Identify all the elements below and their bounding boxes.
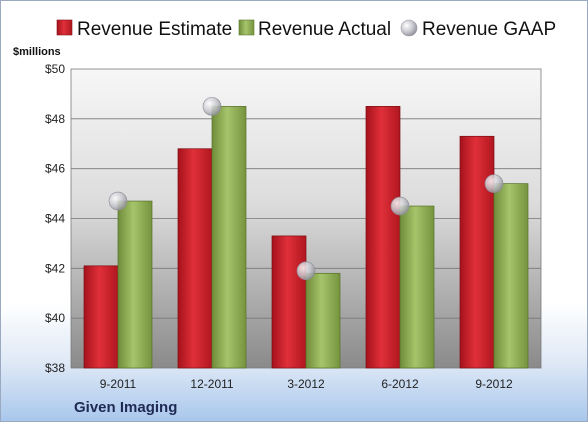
legend: Revenue Estimate Revenue Actual Revenue … (56, 19, 556, 40)
legend-swatch-estimate (56, 19, 73, 36)
y-tick-label: $42 (45, 261, 65, 275)
marker-gaap (202, 97, 222, 116)
legend-label-estimate: Revenue Estimate (77, 19, 232, 40)
bar-actual (211, 106, 247, 369)
legend-label-gaap: Revenue GAAP (422, 19, 556, 40)
y-tick-labels: $38 $40 $42 $44 $46 $48 $50 (45, 62, 65, 375)
legend-label-actual: Revenue Actual (258, 19, 391, 40)
bar-estimate (459, 135, 495, 369)
y-tick-label: $48 (45, 112, 65, 126)
marker-gaap (108, 191, 128, 211)
x-tick-label: 12-2011 (190, 377, 233, 391)
marker-gaap (484, 174, 504, 193)
company-name: Given Imaging (74, 399, 178, 416)
y-tick-label: $38 (45, 361, 65, 375)
bar-actual (493, 183, 529, 369)
bar-estimate (365, 106, 401, 369)
x-tick-labels: 9-2011 12-2011 3-2012 6-2012 9-2012 (100, 377, 513, 391)
bar-actual (305, 272, 341, 369)
y-tick-label: $50 (45, 62, 65, 76)
marker-gaap (296, 261, 316, 281)
bars (83, 106, 529, 369)
x-tick-label: 9-2011 (100, 377, 137, 391)
y-tick-label: $40 (45, 311, 65, 325)
bar-estimate (83, 265, 119, 369)
y-axis-unit-label: $millions (13, 46, 61, 58)
y-tick-label: $46 (45, 162, 65, 176)
bar-estimate (271, 235, 307, 369)
legend-marker-gaap (400, 19, 418, 37)
y-tick-label: $44 (45, 212, 65, 226)
marker-gaap (390, 196, 410, 216)
x-tick-label: 9-2012 (475, 377, 513, 391)
legend-swatch-actual (238, 19, 255, 36)
bar-actual (117, 200, 153, 369)
bar-estimate (177, 148, 213, 369)
bar-actual (399, 205, 435, 369)
x-tick-label: 6-2012 (381, 377, 419, 391)
gaap-markers (108, 97, 504, 281)
x-tick-label: 3-2012 (287, 377, 325, 391)
